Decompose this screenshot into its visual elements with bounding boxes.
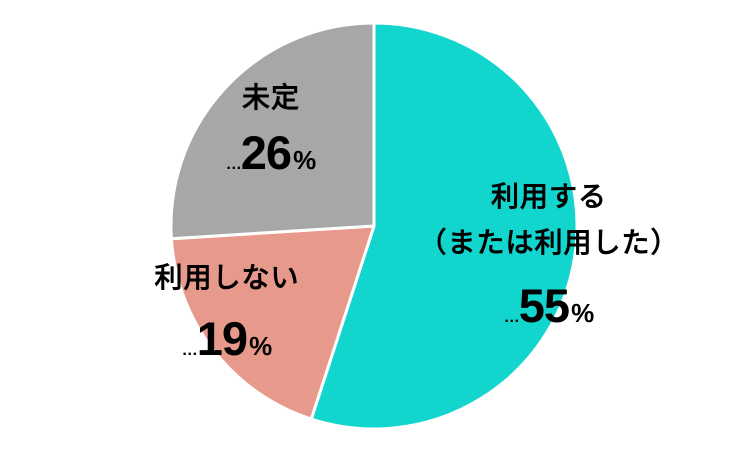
slice-percent-number: 26 [240,126,292,179]
slice-label-undecided: 未定 …26% [226,81,316,191]
pie-slice-undecided [169,21,376,241]
percent-sign: % [571,298,595,328]
slice-percent-number: 19 [196,312,248,365]
slice-name: 利用する [490,181,608,212]
slice-value: …26% [226,127,316,191]
percent-sign: % [249,331,273,361]
pie-slice-not-use [169,224,376,421]
slice-name-line2: （または利用した） [418,227,680,258]
slice-value: …19% [154,313,299,377]
ellipsis-prefix: … [503,309,520,326]
slice-value: …55% [418,280,679,344]
slice-percent-number: 55 [518,279,570,332]
ellipsis-prefix: … [225,156,242,173]
slice-label-not-use: 利用しない …19% [154,261,299,377]
slice-name: 未定 [241,82,300,113]
slice-label-use: 利用する （または利用した） …55% [418,174,679,344]
pie-slice-use [309,21,579,431]
percent-sign: % [293,145,317,175]
ellipsis-prefix: … [181,342,198,359]
slice-name: 利用しない [154,262,300,293]
